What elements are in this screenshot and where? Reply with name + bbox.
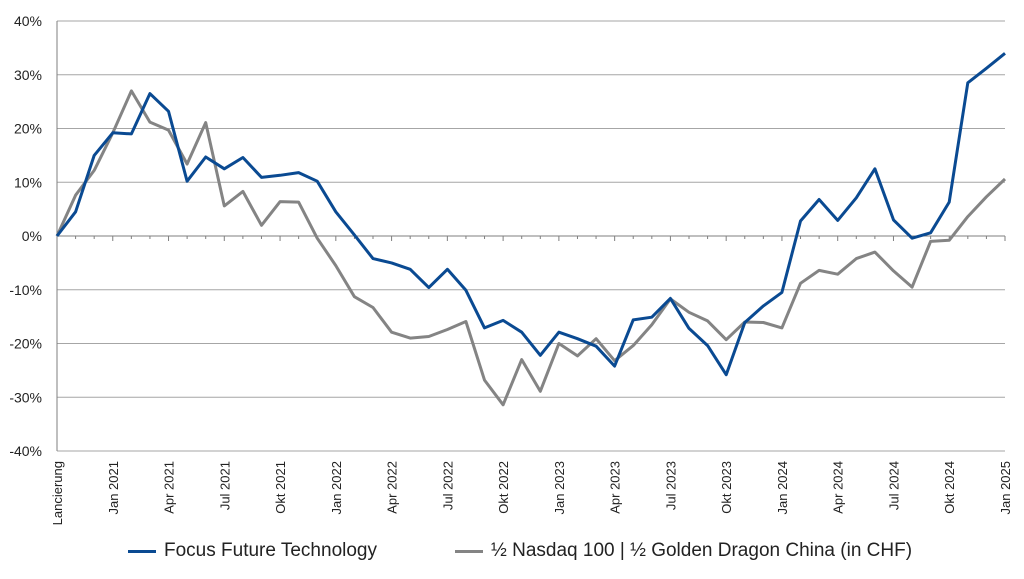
series-lines [55, 52, 1007, 407]
legend-label-series-1: Focus Future Technology [164, 540, 377, 561]
axes [56, 21, 1006, 451]
y-tick-label: 10% [14, 174, 42, 190]
y-tick-labels: 40% 30% 20% 10% 0% -10% -20% -30% -40% [9, 13, 42, 459]
y-tick-label: -10% [9, 282, 42, 298]
x-tick-label: Apr 2024 [831, 461, 846, 514]
y-tick-label: 30% [14, 67, 42, 83]
x-tick-label: Jul 2023 [663, 461, 678, 510]
x-tick-label: Jul 2021 [217, 461, 232, 510]
x-tick-label: Jul 2024 [886, 461, 901, 510]
x-tick-label: Jan 2021 [106, 461, 121, 515]
x-tick-label: Apr 2021 [162, 461, 177, 514]
x-tick-label: Jul 2022 [440, 461, 455, 510]
series-line-2 [55, 89, 1007, 407]
x-tick-label: Jan 2025 [998, 461, 1013, 515]
legend-swatch-series-2 [455, 549, 483, 553]
legend: Focus Future Technology ½ Nasdaq 100 | ½… [0, 540, 1024, 570]
x-tick-label: Lancierung [50, 461, 65, 525]
y-tick-label: 0% [22, 228, 42, 244]
x-tick-label: Jan 2024 [775, 461, 790, 515]
legend-swatch-series-1 [128, 549, 156, 553]
line-chart: 40% 30% 20% 10% 0% -10% -20% -30% -40% Lancierun… [9, 13, 1013, 525]
y-tick-label: -30% [9, 389, 42, 405]
x-tick-label: Jan 2023 [552, 461, 567, 515]
x-tick-labels: Lancierung Jan 2021 Apr 2021 Jul 2021 Okt 20… [50, 461, 1013, 525]
x-tick-label: Okt 2022 [496, 461, 511, 514]
y-tick-label: 20% [14, 121, 42, 137]
x-tick-label: Apr 2023 [608, 461, 623, 514]
y-tick-label: -40% [9, 443, 42, 459]
legend-label-series-2: ½ Nasdaq 100 | ½ Golden Dragon China (in… [491, 540, 913, 561]
x-tick-label: Okt 2024 [942, 461, 957, 514]
x-tick-label: Jan 2022 [329, 461, 344, 515]
y-tick-label: -20% [9, 336, 42, 352]
x-tick-label: Okt 2023 [719, 461, 734, 514]
x-tick-label: Okt 2021 [273, 461, 288, 514]
legend-item-series-1: Focus Future Technology [128, 540, 377, 562]
series-line-1 [55, 52, 1006, 377]
legend-item-series-2: ½ Nasdaq 100 | ½ Golden Dragon China (in… [455, 540, 912, 562]
y-tick-label: 40% [14, 13, 42, 29]
x-tick-label: Apr 2022 [385, 461, 400, 514]
